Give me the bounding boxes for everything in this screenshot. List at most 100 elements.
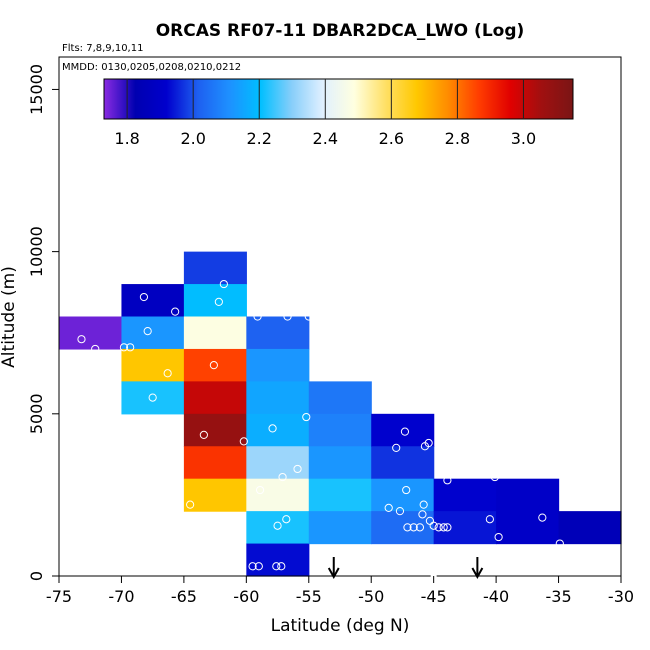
- sample-point: [439, 523, 448, 532]
- arrow-head: [327, 567, 340, 580]
- heatmap-cell: [496, 478, 560, 512]
- heatmap-cell: [558, 511, 622, 545]
- heatmap-cell: [433, 478, 497, 512]
- heatmap-cell: [246, 511, 310, 545]
- heatmap-cell: [183, 316, 247, 350]
- heatmap-cell: [183, 381, 247, 415]
- sample-point: [418, 510, 427, 519]
- sample-point: [277, 562, 286, 571]
- sample-point: [304, 312, 313, 321]
- sample-point: [419, 500, 428, 509]
- sample-point: [395, 507, 405, 516]
- sample-point: [91, 344, 100, 354]
- chart-title: ORCAS RF07-11 DBAR2DCA_LWO (Log): [156, 21, 525, 41]
- heatmap-cells: [59, 251, 622, 577]
- heatmap-cell: [183, 251, 247, 285]
- sample-point: [239, 437, 248, 446]
- colorbar: 1.8 2.0 2.2 2.4 2.6 2.8 3.0: [103, 78, 574, 148]
- heatmap-cell: [121, 284, 185, 318]
- sample-point: [171, 307, 180, 316]
- flights-label: Flts: 7,8,9,10,11: [62, 43, 143, 54]
- heatmap-cell: [308, 381, 372, 415]
- sample-point: [143, 326, 152, 336]
- heatmap-cell: [121, 316, 185, 350]
- heatmap-cell: [246, 446, 310, 480]
- sample-point: [402, 485, 411, 495]
- sample-point: [199, 430, 208, 439]
- sample-point: [214, 297, 223, 307]
- sample-point: [278, 472, 287, 482]
- sample-point: [119, 343, 129, 352]
- heatmap-cell: [246, 381, 310, 415]
- x-tick-label: -75: [46, 587, 72, 606]
- heatmap-cell: [308, 511, 372, 545]
- sample-point: [403, 523, 412, 532]
- x-axis-label: Latitude (deg N): [271, 616, 410, 636]
- x-tick-label: -45: [421, 587, 447, 606]
- sample-point: [219, 279, 228, 289]
- sample-point: [268, 424, 277, 433]
- heatmap-cell: [308, 446, 372, 480]
- heatmap-cell: [496, 511, 560, 545]
- heatmap-cell: [183, 478, 247, 512]
- heatmap-cell: [308, 478, 372, 512]
- sample-point: [209, 361, 218, 370]
- heatmap-cell: [246, 543, 310, 577]
- heatmap-cell: [183, 446, 247, 480]
- x-tick-label: -30: [608, 587, 634, 606]
- arrow-head: [471, 567, 484, 580]
- x-tick-label: -35: [545, 587, 571, 606]
- sample-point: [392, 443, 401, 452]
- x-tick-label: -55: [296, 587, 322, 606]
- y-tick-label: 0: [27, 571, 46, 581]
- heatmap-cell: [246, 413, 310, 447]
- sample-point: [283, 312, 292, 321]
- sample-point: [424, 438, 433, 448]
- sample-point: [148, 393, 157, 402]
- plot-frame: [58, 56, 622, 577]
- heatmap-cell: [246, 316, 310, 350]
- sample-point: [538, 513, 547, 522]
- sample-point: [163, 369, 172, 378]
- sample-point: [443, 476, 452, 485]
- heatmap-cell: [371, 413, 435, 447]
- colorbar-tick-label: 2.2: [247, 129, 272, 148]
- sample-point: [429, 521, 438, 530]
- sample-point: [490, 472, 499, 482]
- colorbar-tick-label: 2.4: [313, 129, 338, 148]
- colorbar-tick-label: 1.8: [114, 129, 139, 148]
- heatmap-cell: [183, 413, 247, 447]
- axes: -75 -70 -65 -60 -55 -50 -45 -40 -35 -30 0 5000 10000…: [27, 56, 634, 606]
- sample-point: [273, 521, 282, 530]
- sample-point: [443, 523, 452, 532]
- colorbar-tick-label: 3.0: [511, 129, 536, 148]
- sample-point: [409, 523, 418, 532]
- y-axis-label: Altitude (m): [0, 266, 19, 368]
- sample-point: [282, 515, 291, 524]
- x-tick-label: -50: [358, 587, 384, 606]
- sample-point: [384, 503, 393, 512]
- x-tick-label: -70: [108, 587, 134, 606]
- sample-point: [485, 515, 494, 524]
- sample-point: [555, 539, 564, 548]
- heatmap-cell: [371, 446, 435, 480]
- sample-point: [293, 464, 302, 474]
- sample-point: [302, 412, 311, 422]
- y-tick-label: 15000: [27, 64, 46, 115]
- sample-point: [253, 312, 262, 321]
- colorbar-tick-label: 2.0: [180, 129, 205, 148]
- colorbar-bar: [103, 78, 574, 120]
- markers: [327, 557, 484, 580]
- x-tick-label: -60: [233, 587, 259, 606]
- sample-point: [254, 562, 263, 571]
- sample-point: [272, 562, 281, 571]
- flight-sample-points: [77, 279, 564, 571]
- sample-point: [77, 335, 86, 344]
- sample-point: [494, 532, 503, 542]
- x-tick-label: -65: [171, 587, 197, 606]
- sample-point: [126, 343, 135, 352]
- heatmap-cell: [59, 316, 123, 350]
- heatmap-cell: [183, 348, 247, 382]
- sample-point: [248, 562, 257, 571]
